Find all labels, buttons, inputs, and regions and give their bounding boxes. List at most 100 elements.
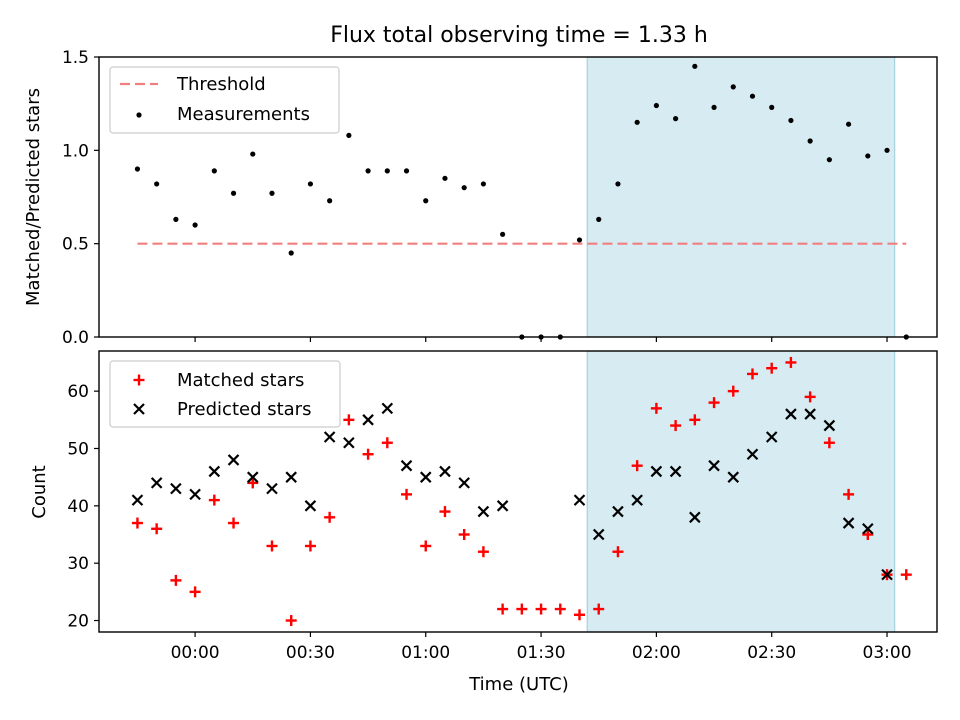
measurement-point [865,153,871,159]
measurement-point [384,168,390,174]
predicted-star-point [842,517,855,529]
measurement-point [845,121,852,127]
measurement-point [173,216,179,222]
matched-star-point [900,569,912,581]
count-y-tick-label: 20 [67,612,89,632]
predicted-star-point [689,511,701,524]
matched-star-point [535,603,547,615]
measurement-point [423,198,429,204]
measurement-point [826,157,832,163]
count-panel: 20 30 40 50 60 00:00 00:30 01:00 01:30 02:00 02:3… [29,350,938,695]
count-x-tick-label: 02:30 [747,643,796,663]
matched-star-point [593,603,605,615]
matched-star-point [420,540,432,552]
measurement-point [327,198,333,204]
x-axis-label: Time (UTC) [468,674,569,695]
measurement-point [346,132,352,138]
measurement-point [884,147,890,153]
chart-title: Flux total observing time = 1.33 h [330,23,708,48]
matched-star-point [746,368,758,380]
matched-star-point [343,414,355,426]
legend-threshold-label: Threshold [176,74,266,95]
predicted-star-point [862,522,874,535]
count-plot-frame [98,350,938,633]
predicted-star-point [881,568,893,581]
measurement-point [730,84,736,90]
predicted-star-point [458,477,470,489]
matched-star-point [247,477,259,489]
predicted-star-point [612,505,624,518]
predicted-star-point [650,465,663,478]
predicted-star-point [227,454,240,466]
measurement-point [365,168,371,174]
matched-star-point [324,511,336,523]
predicted-star-point [285,471,297,483]
legend-measurements-swatch [136,112,142,118]
matched-star-point [266,540,278,552]
measurement-point [576,237,583,243]
measurement-point [749,93,756,99]
legend-measurements-label: Measurements [177,104,310,125]
matched-star-point [285,615,297,627]
matched-star-point [670,420,682,432]
ratio-panel: 0.0 0.5 1.0 1.5 Matched/Predicted stars Thr… [23,48,938,348]
measurement-point [769,104,775,110]
predicted-star-point [189,488,201,501]
matched-star-point [458,529,470,541]
legend-matched-swatch [133,374,145,386]
measurement-point [211,168,217,174]
predicted-star-point [785,408,797,420]
matched-star-point [708,397,720,409]
predicted-star-point [746,448,759,461]
matched-star-point [574,609,586,621]
matched-star-point [189,586,201,598]
matched-star-point [477,546,489,558]
ratio-y-tick-label: 1.0 [62,141,89,161]
measurement-point [154,181,160,187]
measurement-point [500,231,506,237]
predicted-star-point [131,494,144,506]
predicted-star-point [804,408,816,420]
legend-predicted-swatch [133,403,145,415]
measurement-point [480,181,487,187]
matched-star-point [612,546,624,558]
count-x-tick-label: 03:00 [863,643,912,663]
measurement-point [461,185,467,191]
legend-predicted-label: Predicted stars [177,399,311,420]
count-x-tick-label: 02:00 [632,643,681,663]
count-y-tick-label: 60 [67,382,89,402]
predicted-star-point [477,505,490,518]
measurement-point [615,181,621,187]
matched-star-point [785,356,797,368]
predicted-star-point [592,528,605,541]
matched-star-point [689,414,701,426]
predicted-star-point [208,465,221,478]
observing-window-shade [586,56,896,338]
matched-star-point [381,437,393,449]
measurement-point [269,190,275,196]
matched-star-point [631,460,643,472]
matched-star-point [401,488,413,500]
predicted-star-point [304,500,317,512]
matched-star-point [131,517,143,529]
measurement-point [692,63,698,69]
matched-star-point [304,540,316,552]
count-x-axis: 00:00 00:30 01:00 01:30 02:00 02:30 03:00 [171,632,912,663]
predicted-star-point [765,431,778,443]
predicted-star-point [323,431,336,443]
measurement-point [230,190,237,196]
ratio-legend-box [109,66,340,134]
count-legend-box [109,360,341,428]
legend-matched-label: Matched stars [177,370,304,391]
ratio-y-axis-label: Matched/Predicted stars [23,88,44,306]
predicted-star-point [381,402,394,415]
measurement-point [288,250,294,256]
matched-star-point [208,494,220,506]
count-y-tick-label: 30 [67,554,89,574]
matched-star-point [151,523,163,535]
matched-points [131,356,912,627]
predicted-star-point [266,482,278,495]
matched-star-point [439,506,451,518]
predicted-star-point [823,419,836,432]
matched-star-point [170,574,182,586]
